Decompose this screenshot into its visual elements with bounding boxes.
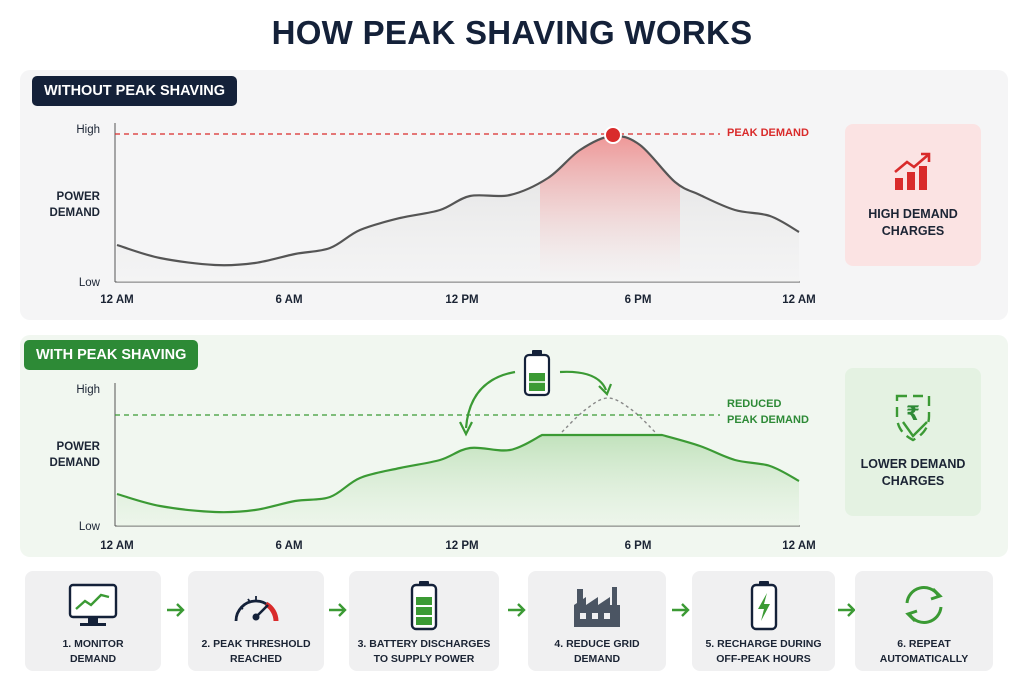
chart2-x-ticks: 12 AM 6 AM 12 PM 6 PM 12 AM bbox=[100, 540, 815, 552]
chart1-x-tick: 12 PM bbox=[445, 294, 478, 306]
chart1-x-tick: 12 AM bbox=[782, 294, 815, 306]
monitor-icon bbox=[68, 583, 118, 626]
chart2-x-tick: 12 AM bbox=[100, 540, 133, 552]
high-demand-text-line2: CHARGES bbox=[881, 224, 945, 238]
high-demand-charges-card: HIGH DEMAND CHARGES bbox=[845, 124, 981, 266]
peak-demand-label: PEAK DEMAND bbox=[727, 127, 809, 139]
chart1-peak-area bbox=[540, 135, 680, 282]
step-1-line1: 1. MONITOR bbox=[62, 638, 124, 650]
chart2-x-tick: 12 PM bbox=[445, 540, 478, 552]
arrow-right-icon bbox=[838, 603, 856, 617]
chart2-x-tick: 6 AM bbox=[275, 540, 302, 552]
factory-icon bbox=[574, 587, 620, 627]
chart2-ylabel-line1: POWER bbox=[57, 441, 101, 453]
chart1-y-high: High bbox=[76, 124, 100, 136]
chart1-ylabel-line1: POWER bbox=[57, 191, 101, 203]
with-peak-shaving-tag: WITH PEAK SHAVING bbox=[24, 340, 199, 370]
step-1-text: 1. MONITOR DEMAND bbox=[25, 637, 161, 667]
chart1-x-ticks: 12 AM 6 AM 12 PM 6 PM 12 AM bbox=[100, 294, 815, 306]
chart1-x-tick: 6 AM bbox=[275, 294, 302, 306]
page-title: HOW PEAK SHAVING WORKS bbox=[271, 14, 753, 51]
gauge-icon bbox=[234, 596, 279, 622]
step-2-text: 2. PEAK THRESHOLD REACHED bbox=[188, 637, 324, 667]
step-2-line1: 2. PEAK THRESHOLD bbox=[201, 638, 311, 650]
step-reduce-grid-demand: 4. REDUCE GRID DEMAND bbox=[528, 571, 666, 671]
peak-demand-marker bbox=[604, 126, 622, 144]
battery-icon bbox=[410, 581, 438, 631]
step-4-text: 4. REDUCE GRID DEMAND bbox=[528, 637, 666, 667]
step-5-line1: 5. RECHARGE DURING bbox=[705, 638, 822, 650]
chart1-y-low: Low bbox=[79, 277, 101, 289]
without-peak-shaving-tag: WITHOUT PEAK SHAVING bbox=[32, 76, 237, 106]
step-repeat: 6. REPEAT AUTOMATICALLY bbox=[855, 571, 993, 671]
step-6-line1: 6. REPEAT bbox=[897, 638, 951, 650]
step-6-line2: AUTOMATICALLY bbox=[879, 653, 969, 665]
arrow-right-icon bbox=[672, 603, 690, 617]
step-4-line2: DEMAND bbox=[573, 653, 621, 665]
lower-demand-charges-card: ₹ LOWER DEMAND CHARGES bbox=[845, 368, 981, 516]
step-1-line2: DEMAND bbox=[69, 653, 117, 665]
lower-demand-text-line2: CHARGES bbox=[881, 474, 945, 488]
step-peak-threshold: 2. PEAK THRESHOLD REACHED bbox=[188, 571, 324, 671]
step-battery-discharges: 3. BATTERY DISCHARGES TO SUPPLY POWER bbox=[349, 571, 499, 671]
step-4-line1: 4. REDUCE GRID bbox=[554, 638, 640, 650]
arrow-right-icon bbox=[508, 603, 526, 617]
chart2-y-high: High bbox=[76, 384, 100, 396]
chart2-x-tick: 6 PM bbox=[625, 540, 652, 552]
rupee-shield-icon: ₹ bbox=[895, 394, 931, 442]
arrow-right-icon bbox=[167, 603, 185, 617]
step-6-text: 6. REPEAT AUTOMATICALLY bbox=[855, 637, 993, 667]
battery-exchange-icon bbox=[459, 350, 613, 437]
svg-text:₹: ₹ bbox=[906, 401, 920, 425]
charging-battery-icon bbox=[750, 581, 778, 631]
chart2-demand-line bbox=[116, 433, 800, 514]
chart1-demand-area bbox=[117, 135, 799, 282]
chart2-x-tick: 12 AM bbox=[782, 540, 815, 552]
lower-demand-text-line1: LOWER DEMAND bbox=[860, 457, 966, 471]
bar-chart-up-icon bbox=[894, 152, 931, 190]
chart2-y-low: Low bbox=[79, 521, 101, 533]
reduced-peak-label-line2: PEAK DEMAND bbox=[727, 414, 809, 426]
step-recharge: 5. RECHARGE DURING OFF-PEAK HOURS bbox=[692, 571, 835, 671]
step-3-text: 3. BATTERY DISCHARGES TO SUPPLY POWER bbox=[349, 637, 499, 667]
step-3-line1: 3. BATTERY DISCHARGES bbox=[357, 638, 491, 650]
chart1-demand-line bbox=[116, 134, 800, 267]
repeat-icon bbox=[905, 586, 943, 624]
step-3-line2: TO SUPPLY POWER bbox=[373, 653, 475, 665]
arrow-right-icon bbox=[329, 603, 347, 617]
chart1-ylabel-line2: DEMAND bbox=[50, 207, 100, 219]
chart2-ylabel-line2: DEMAND bbox=[50, 457, 100, 469]
step-5-text: 5. RECHARGE DURING OFF-PEAK HOURS bbox=[692, 637, 835, 667]
high-demand-text-line1: HIGH DEMAND bbox=[868, 207, 958, 221]
reduced-peak-label-line1: REDUCED bbox=[727, 398, 781, 410]
step-2-line2: REACHED bbox=[230, 653, 282, 665]
chart1-x-tick: 12 AM bbox=[100, 294, 133, 306]
chart1-x-tick: 6 PM bbox=[625, 294, 652, 306]
step-5-line2: OFF-PEAK HOURS bbox=[716, 653, 811, 665]
step-monitor-demand: 1. MONITOR DEMAND bbox=[25, 571, 161, 671]
